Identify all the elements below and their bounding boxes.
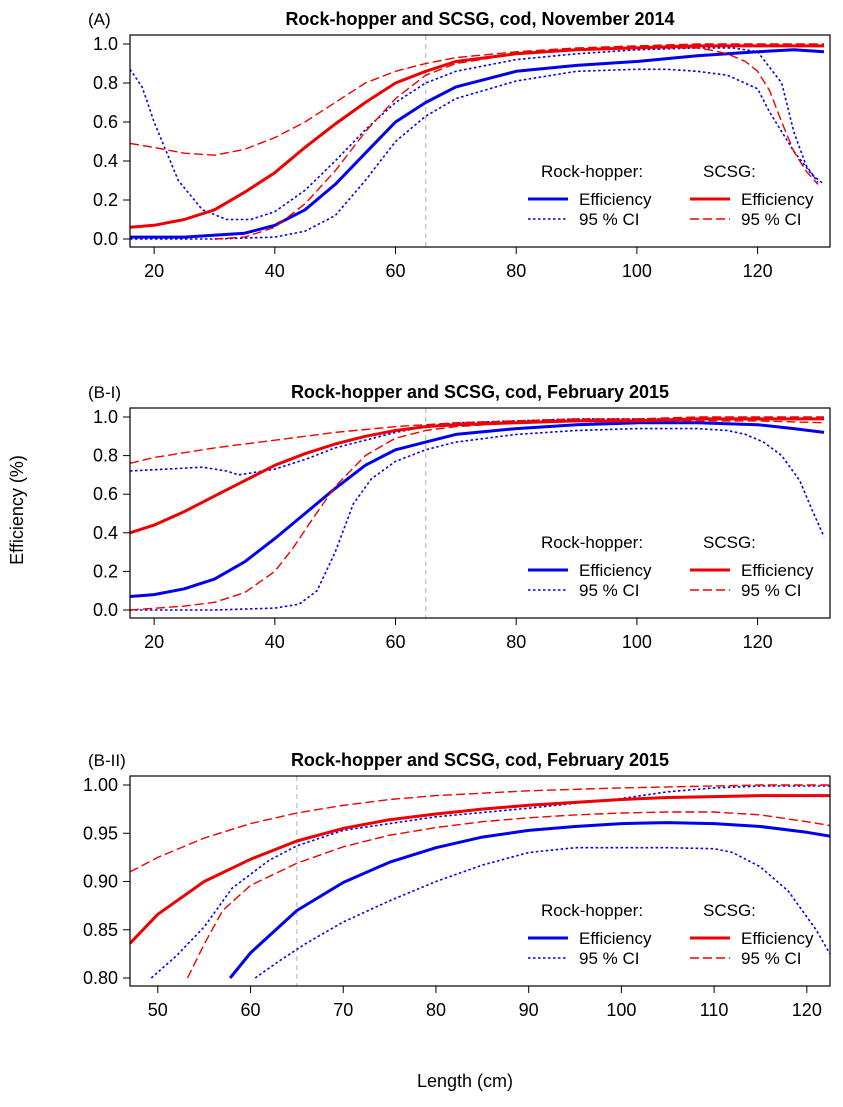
x-tick-label: 100 xyxy=(622,261,652,281)
series-line xyxy=(228,821,830,979)
x-tick-label: 80 xyxy=(506,261,526,281)
legend-label: Efficiency xyxy=(579,929,652,948)
series-line xyxy=(130,43,824,156)
x-tick-label: 60 xyxy=(386,632,406,652)
panel-label: (B-II) xyxy=(88,751,126,770)
legend-label: 95 % CI xyxy=(741,210,801,229)
y-axis-label: Efficiency (%) xyxy=(7,455,27,565)
y-tick-label: 1.0 xyxy=(93,407,118,427)
series-group xyxy=(130,416,825,611)
series-line xyxy=(186,811,830,979)
y-tick-label: 0.90 xyxy=(83,872,118,892)
series-line xyxy=(130,416,824,464)
y-tick-label: 0.6 xyxy=(93,484,118,504)
series-line xyxy=(130,420,825,611)
x-tick-label: 20 xyxy=(144,261,164,281)
panel-label: (A) xyxy=(88,10,111,29)
legend-label: Efficiency xyxy=(741,190,814,209)
chart-panels: (A) Rock-hopper and SCSG, cod, November 2… xyxy=(83,9,831,1020)
plot-frame xyxy=(129,775,831,987)
plot-frame xyxy=(129,407,831,619)
legend-header: Rock-hopper: xyxy=(541,533,643,552)
x-tick-label: 90 xyxy=(519,1000,539,1020)
x-tick-label: 120 xyxy=(792,1000,822,1020)
series-line xyxy=(254,846,830,979)
series-line xyxy=(130,68,825,240)
y-tick-label: 0.95 xyxy=(83,823,118,843)
series-line xyxy=(130,784,830,873)
y-tick-label: 1.0 xyxy=(93,34,118,54)
x-tick-label: 70 xyxy=(333,1000,353,1020)
series-group xyxy=(130,43,825,240)
x-tick-label: 110 xyxy=(700,1000,729,1020)
x-tick-label: 60 xyxy=(386,261,406,281)
x-tick-label: 100 xyxy=(606,1000,636,1020)
x-axis-label: Length (cm) xyxy=(417,1071,513,1091)
legend-label: Efficiency xyxy=(741,929,814,948)
x-tick-label: 40 xyxy=(265,632,285,652)
x-tick-label: 120 xyxy=(743,261,773,281)
legend-label: 95 % CI xyxy=(579,581,639,600)
x-tick-label: 60 xyxy=(241,1000,261,1020)
legend-header: SCSG: xyxy=(703,533,756,552)
x-tick-label: 80 xyxy=(426,1000,446,1020)
series-line xyxy=(130,417,824,535)
y-tick-label: 0.8 xyxy=(93,73,118,93)
legend-label: 95 % CI xyxy=(741,581,801,600)
y-tick-label: 0.85 xyxy=(83,920,118,940)
legend-label: 95 % CI xyxy=(741,949,801,968)
x-tick-label: 20 xyxy=(144,632,164,652)
legend-header: Rock-hopper: xyxy=(541,901,643,920)
legend-header: Rock-hopper: xyxy=(541,162,643,181)
x-tick-label: 40 xyxy=(265,261,285,281)
chart-title: Rock-hopper and SCSG, cod, February 2015 xyxy=(291,750,669,770)
series-line xyxy=(130,47,819,221)
x-tick-label: 50 xyxy=(148,1000,168,1020)
legend-header: SCSG: xyxy=(703,901,756,920)
panel-label: (B-I) xyxy=(88,383,121,402)
series-group xyxy=(130,784,830,979)
y-tick-label: 0.8 xyxy=(93,446,118,466)
y-tick-label: 0.2 xyxy=(93,561,118,581)
series-line xyxy=(130,44,824,229)
series-line xyxy=(150,785,830,979)
legend-label: 95 % CI xyxy=(579,949,639,968)
y-tick-label: 0.2 xyxy=(93,190,118,210)
series-line xyxy=(130,794,830,945)
legend-label: Efficiency xyxy=(579,190,652,209)
x-tick-label: 80 xyxy=(506,632,526,652)
y-tick-label: 0.4 xyxy=(93,151,118,171)
chart-title: Rock-hopper and SCSG, cod, November 2014 xyxy=(285,9,674,29)
legend-label: Efficiency xyxy=(741,561,814,580)
y-tick-label: 0.0 xyxy=(93,600,118,620)
series-line xyxy=(130,48,825,239)
y-tick-label: 1.00 xyxy=(83,775,118,795)
x-tick-label: 120 xyxy=(743,632,773,652)
y-tick-label: 0.80 xyxy=(83,968,118,988)
legend-label: 95 % CI xyxy=(579,210,639,229)
chart-panel: (A) Rock-hopper and SCSG, cod, November 2… xyxy=(88,9,831,281)
chart-panel: (B-I) Rock-hopper and SCSG, cod, February… xyxy=(88,382,831,652)
plot-frame xyxy=(129,34,831,248)
series-line xyxy=(130,427,825,611)
chart-panel: (B-II) Rock-hopper and SCSG, cod, Februar… xyxy=(83,750,831,1020)
series-line xyxy=(130,421,825,598)
y-tick-label: 0.4 xyxy=(93,523,118,543)
series-line xyxy=(214,47,819,240)
y-tick-label: 0.0 xyxy=(93,229,118,249)
series-line xyxy=(130,418,824,476)
legend-header: SCSG: xyxy=(703,162,756,181)
y-tick-label: 0.6 xyxy=(93,112,118,132)
legend-label: Efficiency xyxy=(579,561,652,580)
x-tick-label: 100 xyxy=(622,632,652,652)
chart-title: Rock-hopper and SCSG, cod, February 2015 xyxy=(291,382,669,402)
